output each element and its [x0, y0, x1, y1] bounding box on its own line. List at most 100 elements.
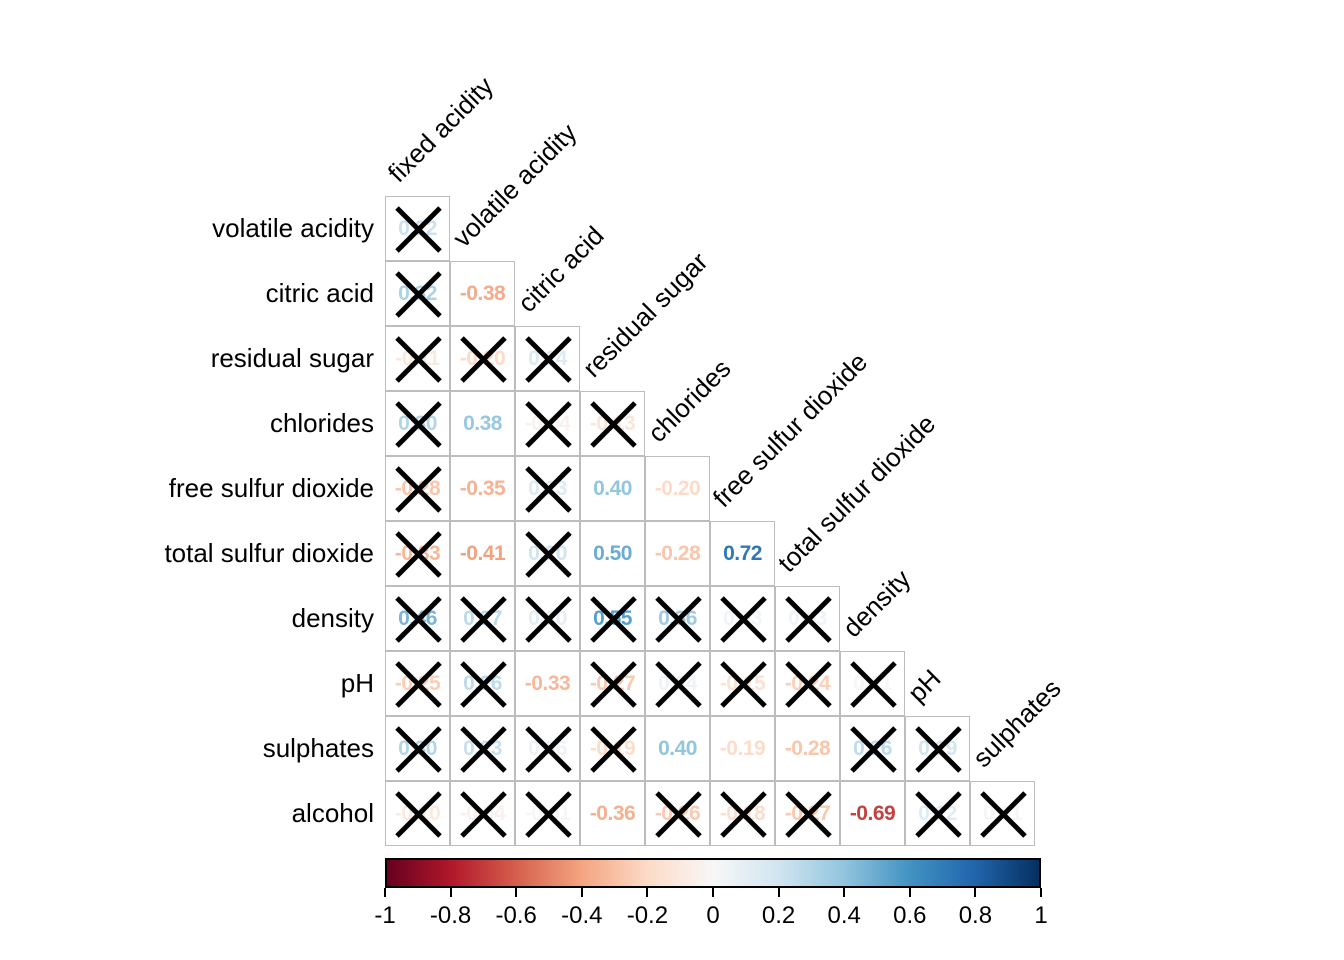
- x-mark-icon: [980, 791, 1027, 838]
- x-mark-icon: [395, 661, 442, 708]
- row-label-density: density: [291, 603, 374, 633]
- correlation-value: -0.19: [719, 736, 766, 760]
- matrix-cell-sulphates-vs-total-sulfur-dioxide: -0.28: [775, 716, 840, 781]
- x-mark-icon: [525, 466, 572, 513]
- correlation-value: -0.28: [784, 736, 831, 760]
- x-mark-icon: [395, 336, 442, 383]
- colorbar-tick: [646, 888, 649, 897]
- matrix-cell-sulphates-vs-residual-sugar: -0.19: [580, 716, 645, 781]
- x-mark-icon: [460, 661, 507, 708]
- correlation-value: -0.28: [654, 541, 701, 565]
- matrix-cell-alcohol-vs-density: -0.69: [840, 781, 905, 846]
- colorbar: [385, 858, 1041, 888]
- matrix-cell-sulphates-vs-free-sulfur-dioxide: -0.19: [710, 716, 775, 781]
- x-mark-icon: [785, 596, 832, 643]
- x-mark-icon: [720, 661, 767, 708]
- row-label-alcohol: alcohol: [291, 798, 374, 828]
- colorbar-tick: [974, 888, 977, 897]
- matrix-cell-density-vs-fixed-acidity: 0.46: [385, 586, 450, 651]
- matrix-cell-alcohol-vs-citric-acid: -0.01: [515, 781, 580, 846]
- x-mark-icon: [525, 401, 572, 448]
- matrix-cell-pH-vs-fixed-acidity: -0.25: [385, 651, 450, 716]
- matrix-cell-total-sulfur-dioxide-vs-volatile-acidity: -0.41: [450, 521, 515, 586]
- matrix-cell-chlorides-vs-volatile-acidity: 0.38: [450, 391, 515, 456]
- correlation-value: -0.20: [654, 476, 701, 500]
- x-mark-icon: [460, 336, 507, 383]
- col-label-chlorides: chlorides: [641, 353, 737, 448]
- matrix-cell-total-sulfur-dioxide-vs-fixed-acidity: -0.33: [385, 521, 450, 586]
- matrix-cell-density-vs-residual-sugar: 0.55: [580, 586, 645, 651]
- colorbar-tick: [777, 888, 780, 897]
- correlation-value: -0.69: [849, 801, 896, 825]
- colorbar-tick-label: 0.2: [761, 902, 796, 929]
- x-mark-icon: [395, 206, 442, 253]
- matrix-cell-pH-vs-citric-acid: -0.33: [515, 651, 580, 716]
- matrix-cell-alcohol-vs-volatile-acidity: -0.04: [450, 781, 515, 846]
- row-label-chlorides: chlorides: [269, 408, 374, 438]
- matrix-cell-total-sulfur-dioxide-vs-residual-sugar: 0.50: [580, 521, 645, 586]
- matrix-cell-sulphates-vs-fixed-acidity: 0.30: [385, 716, 450, 781]
- x-mark-icon: [590, 726, 637, 773]
- matrix-cell-total-sulfur-dioxide-vs-free-sulfur-dioxide: 0.72: [710, 521, 775, 586]
- colorbar-tick-label: 0.4: [827, 902, 861, 929]
- colorbar-tick: [1040, 888, 1042, 897]
- colorbar-tick-label: 1: [1034, 902, 1048, 929]
- x-mark-icon: [525, 336, 572, 383]
- x-mark-icon: [395, 596, 442, 643]
- x-mark-icon: [720, 596, 767, 643]
- matrix-cell-residual-sugar-vs-citric-acid: 0.14: [515, 326, 580, 391]
- colorbar-tick: [908, 888, 911, 897]
- x-mark-icon: [395, 466, 442, 513]
- col-label-fixed-acidity: fixed acidity: [381, 70, 500, 188]
- x-mark-icon: [460, 596, 507, 643]
- col-label-citric-acid: citric acid: [511, 220, 610, 318]
- row-label-residual-sugar: residual sugar: [210, 343, 374, 373]
- colorbar-tick-label: 0: [706, 902, 720, 929]
- x-mark-icon: [590, 661, 637, 708]
- matrix-cell-free-sulfur-dioxide-vs-fixed-acidity: -0.28: [385, 456, 450, 521]
- colorbar-tick-label: -0.6: [495, 902, 537, 929]
- x-mark-icon: [850, 661, 897, 708]
- matrix-cell-pH-vs-residual-sugar: -0.27: [580, 651, 645, 716]
- x-mark-icon: [525, 531, 572, 578]
- matrix-cell-total-sulfur-dioxide-vs-citric-acid: 0.20: [515, 521, 580, 586]
- matrix-cell-density-vs-chlorides: 0.36: [645, 586, 710, 651]
- matrix-cell-density-vs-total-sulfur-dioxide: 0.03: [775, 586, 840, 651]
- row-label-citric-acid: citric acid: [265, 278, 374, 308]
- matrix-cell-sulphates-vs-citric-acid: 0.06: [515, 716, 580, 781]
- correlation-value: 0.38: [463, 411, 502, 435]
- matrix-cell-free-sulfur-dioxide-vs-volatile-acidity: -0.35: [450, 456, 515, 521]
- x-mark-icon: [395, 726, 442, 773]
- row-label-total-sulfur-dioxide: total sulfur dioxide: [164, 538, 374, 568]
- matrix-cell-free-sulfur-dioxide-vs-chlorides: -0.20: [645, 456, 710, 521]
- colorbar-tick: [384, 888, 386, 897]
- x-mark-icon: [395, 271, 442, 318]
- x-mark-icon: [590, 596, 637, 643]
- row-label-volatile-acidity: volatile acidity: [212, 213, 374, 243]
- col-label-pH: pH: [901, 663, 947, 708]
- colorbar-tick-label: 0.6: [893, 902, 927, 929]
- matrix-cell-free-sulfur-dioxide-vs-residual-sugar: 0.40: [580, 456, 645, 521]
- matrix-cell-sulphates-vs-pH: 0.19: [905, 716, 970, 781]
- matrix-cell-chlorides-vs-fixed-acidity: 0.30: [385, 391, 450, 456]
- row-label-sulphates: sulphates: [262, 733, 374, 763]
- colorbar-tick: [515, 888, 518, 897]
- matrix-cell-pH-vs-density: 0.01: [840, 651, 905, 716]
- col-label-residual-sugar: residual sugar: [576, 246, 714, 383]
- correlation-value: -0.35: [459, 476, 506, 500]
- x-mark-icon: [590, 401, 637, 448]
- correlation-value: -0.33: [524, 671, 571, 695]
- matrix-cell-alcohol-vs-chlorides: -0.26: [645, 781, 710, 846]
- matrix-cell-alcohol-vs-pH: 0.12: [905, 781, 970, 846]
- correlation-value: -0.38: [459, 281, 506, 305]
- colorbar-tick-label: -0.8: [429, 902, 472, 929]
- x-mark-icon: [460, 726, 507, 773]
- matrix-cell-pH-vs-chlorides: 0.04: [645, 651, 710, 716]
- x-mark-icon: [525, 726, 572, 773]
- x-mark-icon: [655, 791, 702, 838]
- correlation-value: 0.40: [593, 476, 632, 500]
- x-mark-icon: [525, 791, 572, 838]
- x-mark-icon: [395, 791, 442, 838]
- x-mark-icon: [460, 791, 507, 838]
